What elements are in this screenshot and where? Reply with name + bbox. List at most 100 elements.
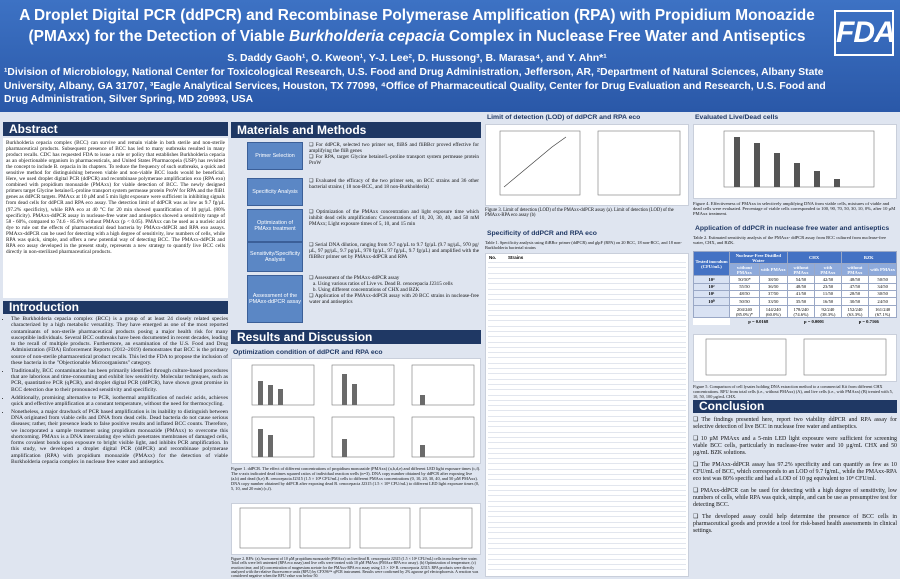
table-cell: 30/50 <box>840 296 870 307</box>
table-cell: 10³ <box>693 275 730 284</box>
table-row-rule <box>488 336 686 338</box>
table-cell: 38/50 <box>758 275 788 284</box>
table-cell: 50/50 <box>729 296 760 307</box>
shape <box>420 395 425 405</box>
method-text: ❑ Serial DNA dilution, ranging from 9.7 … <box>309 242 479 260</box>
table-cell: 50/50* <box>729 275 760 284</box>
subheading: Limit of detection (LOD) of ddPCR and RP… <box>487 114 641 121</box>
table-row-rule <box>488 293 686 295</box>
method-item-text: Evaluated the efficacy of the two primer… <box>309 178 479 190</box>
p-value: p = 0.0168 <box>729 317 788 325</box>
method-label: Primer Selection <box>247 142 303 170</box>
table-cell: 16/50 <box>814 296 842 307</box>
table-row-rule <box>488 553 686 555</box>
shape <box>331 364 395 406</box>
shape <box>239 507 473 549</box>
shape <box>258 381 263 405</box>
table-cell: 30/50 <box>868 289 897 298</box>
title-text: Complex in Nuclease Free Water and Antis… <box>444 28 806 45</box>
method-item-text: Serial DNA dilution, ranging from 9.7 ng… <box>309 242 480 260</box>
figure-3-graphic <box>499 130 681 196</box>
table-row-rule <box>488 521 686 523</box>
table-header: No. <box>489 255 497 260</box>
table-row-rule <box>488 309 686 311</box>
table-row-rule <box>488 516 686 518</box>
table-row-rule <box>488 421 686 422</box>
bullet: ❑ The PMAxx-ddPCR assay has 97.2% specif… <box>693 462 897 482</box>
table-row-rule <box>488 283 686 285</box>
method-item-text: a. Using various ratios of Live vs. Dead… <box>312 281 453 287</box>
method-item: ❑ Assessment of the PMAxx-ddPCR assay <box>309 275 400 281</box>
shape <box>331 416 395 458</box>
table-row-rule <box>488 262 686 263</box>
table-cell: 28/50 <box>840 289 870 298</box>
table-row-rule <box>488 330 686 332</box>
table-cell: 35/50 <box>786 296 816 307</box>
figure-3 <box>485 124 689 206</box>
figure-2 <box>231 503 481 555</box>
table-row: 10³ 50/50* 38/50 54/50 42/50 48/50 50/50 <box>693 275 897 284</box>
table-row-rule <box>488 564 686 566</box>
table-cell: 48/50 <box>786 282 816 291</box>
section-heading: Introduction <box>3 301 228 314</box>
shape <box>499 130 681 196</box>
table-row-rule <box>488 495 686 497</box>
table-cell: 10⁰ <box>693 296 730 307</box>
table-row-rule <box>488 548 686 550</box>
shape <box>834 179 840 187</box>
shape <box>251 364 475 458</box>
bullet: The Burkholderia cepacia complex (BCC) i… <box>11 316 228 366</box>
table-row-rule <box>488 500 686 502</box>
table-row-rule <box>488 368 686 369</box>
table-cell: 37/50 <box>758 289 788 298</box>
method-label: Optimization of PMAxx treatment <box>247 209 303 242</box>
bullet-text: The findings presented here, report two … <box>693 417 897 430</box>
fda-logo: FDA <box>834 10 896 56</box>
table-row-rule <box>488 468 686 470</box>
table-header: with PMAxx <box>758 263 788 277</box>
table-row-rule <box>488 362 686 364</box>
subheading: Optimization condition of ddPCR and RPA … <box>233 349 383 356</box>
table-header: Nuclease-Free Distilled Water <box>729 250 788 265</box>
figure-caption: Figure 5. Comparison of cell lysates hol… <box>693 384 893 399</box>
figure-4-graphic <box>723 130 875 188</box>
conclusion: ❑ The findings presented here, report tw… <box>693 417 897 577</box>
table-cell: 144/240 (60.0%) <box>758 305 788 319</box>
table-row-rule <box>488 383 686 385</box>
shape <box>258 429 263 457</box>
shape <box>342 374 347 405</box>
table-row-rule <box>488 537 686 539</box>
methods: Primer Selection ❑ For ddPCR, selected tw… <box>231 142 481 326</box>
table-cell: 42/50 <box>814 275 842 284</box>
table-cell: 178/240 (74.6%) <box>786 305 816 319</box>
shape <box>342 439 347 457</box>
table-row-rule <box>488 474 686 475</box>
table-row-rule <box>488 463 686 465</box>
shape <box>814 171 820 187</box>
table-row-rule <box>488 373 686 375</box>
figure-1 <box>231 358 481 464</box>
subheading: Application of ddPCR in nuclease free wa… <box>695 225 890 232</box>
shape <box>597 130 681 196</box>
table-row-rule <box>488 436 686 438</box>
table-row-rule <box>488 304 686 306</box>
table-row-rule <box>488 352 686 354</box>
table-cell: 23/50 <box>814 282 842 291</box>
method-label: Specificity Analysis <box>247 178 303 206</box>
title-text: A Droplet Digital PCR (ddPCR) and Recomb… <box>19 7 815 45</box>
method-item: ❑ Application of the PMAxx-ddPCR assay w… <box>309 293 479 305</box>
table-cell: 204/240 (85.0%)* <box>729 305 760 319</box>
table-row-rule <box>488 405 686 407</box>
figure-caption: Figure 4. Effectiveness of PMAxx in sele… <box>693 201 896 217</box>
method-item: b. Using different concentrations of CHX… <box>309 287 479 293</box>
table-2: Tested inoculum (CFU/mL) Nuclease-Free Di… <box>693 250 898 325</box>
table-row-rule <box>488 394 686 396</box>
table-row: Tested inoculum (CFU/mL) Nuclease-Free Di… <box>693 250 898 277</box>
shape <box>420 445 425 457</box>
figure-1-graphic <box>251 364 475 458</box>
table-cell: 47/50 <box>840 282 870 291</box>
method-text: ❑ For ddPCR, selected two primer set, fl… <box>309 142 479 166</box>
method-text: ❑ Optimization of the PMAxx concentratio… <box>309 209 479 227</box>
table-cell: 92/240 (38.3%) <box>814 305 842 319</box>
table-row-rule <box>488 527 686 528</box>
